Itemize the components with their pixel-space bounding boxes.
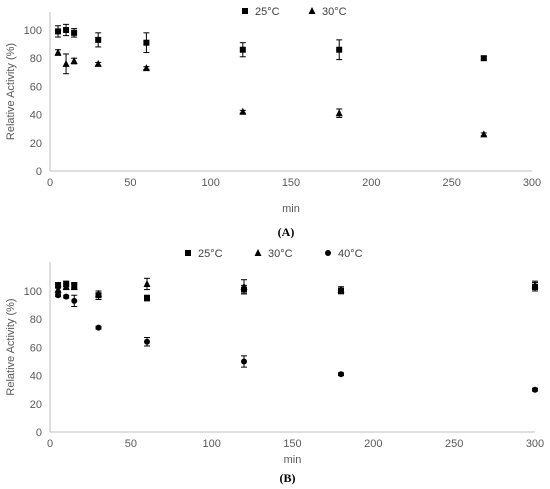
panel-a-x-tick-label: 200 (362, 177, 380, 189)
panel-a-legend-label: 25°C (255, 6, 280, 18)
panel-b-data-point (95, 324, 102, 331)
panel-b-legend-marker (254, 249, 262, 256)
panel-a-data-point (94, 59, 102, 67)
panel-a-y-tick-label: 60 (30, 81, 42, 93)
panel-a-panel-label: (A) (278, 225, 295, 239)
panel-a-x-tick-label: 0 (47, 177, 53, 189)
panel-b-data-point (240, 282, 248, 290)
panel-b-data-point (241, 358, 247, 365)
panel-a-x-tick-label: 150 (282, 177, 300, 189)
panel-b-legend-marker (325, 250, 331, 256)
panel-a-data-point (336, 46, 343, 53)
panel-b-y-tick-label: 100 (24, 286, 42, 298)
panel-b-legend-label: 25°C (198, 248, 223, 260)
panel-a-x-tick-label: 250 (442, 177, 460, 189)
panel-b-legend-marker (185, 250, 191, 256)
panel-b-x-tick-label: 200 (364, 438, 382, 450)
panel-b-y-tick-label: 0 (36, 427, 42, 439)
panel-b-data-point (95, 289, 102, 297)
panel-a-data-point (54, 48, 62, 56)
panel-a-data-point (239, 107, 247, 115)
panel-b-x-axis-title: min (284, 454, 302, 466)
panel-a-y-tick-label: 0 (36, 166, 42, 178)
panel-b-y-tick-label: 80 (30, 314, 42, 326)
panel-a-data-point (62, 59, 70, 67)
panel-b-data-point (63, 293, 70, 300)
panel-b-x-tick-label: 100 (202, 438, 220, 450)
panel-b-y-tick-label: 40 (30, 371, 42, 383)
panel-b-data-point (338, 371, 344, 378)
panel-a-x-axis-title: min (282, 203, 300, 215)
panel-b-panel-label: (B) (280, 471, 296, 485)
panel-b-data-point (531, 281, 539, 289)
panel-b-x-tick-label: 50 (125, 438, 137, 450)
panel-b-data-point (70, 282, 78, 290)
panel-a-legend-marker (308, 7, 316, 14)
panel-a-x-tick-label: 100 (201, 177, 219, 189)
panel-a-y-tick-label: 100 (24, 25, 42, 37)
panel-a-data-point (143, 39, 150, 46)
panel-b-data-point (55, 282, 62, 289)
panel-a-data-point (71, 29, 78, 36)
panel-b-x-tick-label: 150 (283, 438, 301, 450)
panel-b-x-tick-label: 300 (526, 438, 544, 450)
panel-a-data-point (239, 46, 246, 53)
panel-a-data-point (55, 28, 62, 35)
panel-b-chart: 0 50 100 150 200 250 300 0 20 40 60 80 100 min Relativ… (5, 248, 544, 485)
panel-b-data-point (143, 279, 151, 287)
panel-a-data-point (142, 64, 150, 72)
panel-a-data-point (63, 27, 70, 33)
panel-a-y-tick-label: 20 (30, 138, 42, 150)
panel-a-data-point (480, 130, 488, 138)
panel-a-y-tick-label: 80 (30, 53, 42, 65)
panel-b-data-point (62, 282, 70, 290)
panel-b-y-tick-label: 60 (30, 342, 42, 354)
panel-b-data-point (337, 285, 345, 293)
panel-b-x-tick-label: 250 (445, 438, 463, 450)
panel-b-data-point (532, 386, 538, 393)
panel-b-y-tick-label: 20 (30, 399, 42, 411)
panel-b-data-point (55, 292, 62, 299)
panel-a-data-point (70, 57, 78, 65)
panel-a-y-axis-title: Relative Activity (%) (5, 43, 17, 140)
panel-a-data-point (95, 36, 102, 43)
panel-a-legend-label: 30°C (322, 6, 347, 18)
panel-b-x-tick-label: 0 (47, 438, 53, 450)
panel-b-y-axis-title: Relative Activity (%) (5, 298, 17, 395)
panel-a-y-tick-label: 40 (30, 110, 42, 122)
panel-b-data-point (71, 297, 78, 304)
panel-b-legend-label: 30°C (268, 248, 293, 260)
panel-a-legend-marker (242, 8, 248, 14)
panel-b-data-point (54, 285, 62, 293)
panel-a-chart: 0 50 100 150 200 250 300 0 20 40 60 80 100 min Relativ… (5, 6, 541, 239)
panel-a-x-tick-label: 50 (124, 177, 136, 189)
panel-b-legend-label: 40°C (338, 248, 363, 260)
panel-a-data-point (480, 55, 487, 62)
panel-b-data-point (144, 295, 150, 302)
panel-a-x-tick-label: 300 (523, 177, 541, 189)
panel-a-data-point (335, 109, 343, 117)
panel-b-data-point (144, 338, 150, 345)
